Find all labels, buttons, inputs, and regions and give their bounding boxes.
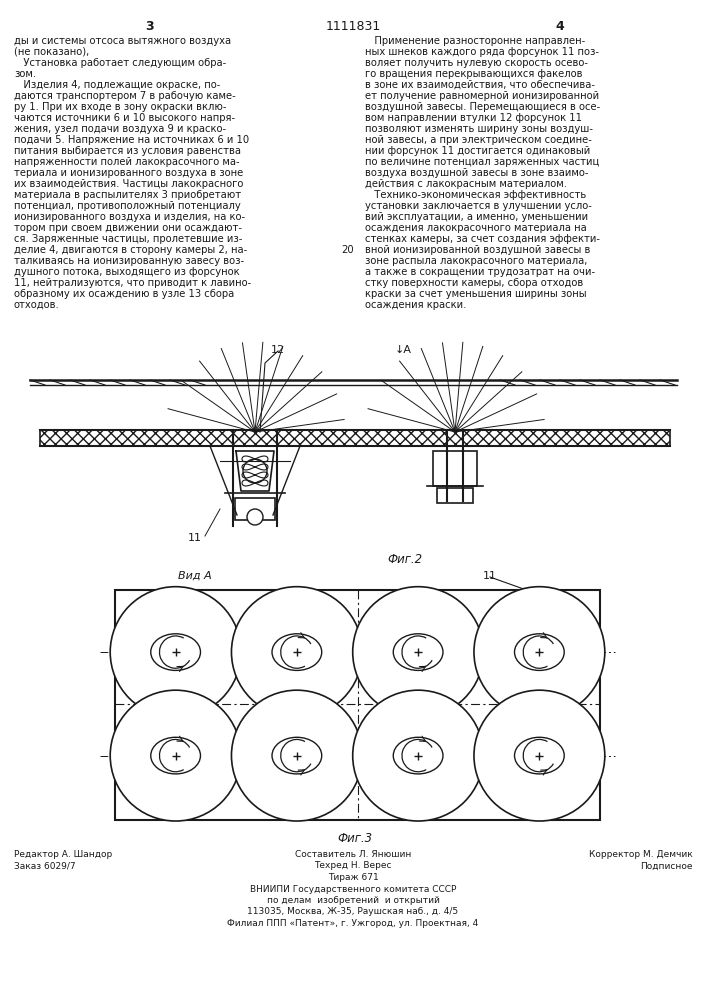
- Text: Заказ 6029/7: Заказ 6029/7: [14, 861, 76, 870]
- Bar: [235, 498, 275, 520]
- Text: даются транспортером 7 в рабочую каме-: даются транспортером 7 в рабочую каме-: [14, 91, 235, 101]
- Text: потенциал, противоположный потенциалу: потенциал, противоположный потенциалу: [14, 201, 241, 211]
- Text: жения, узел подачи воздуха 9 и краско-: жения, узел подачи воздуха 9 и краско-: [14, 124, 226, 134]
- Text: осаждения лакокрасочного материала на: осаждения лакокрасочного материала на: [365, 223, 587, 233]
- Text: образному их осаждению в узле 13 сбора: образному их осаждению в узле 13 сбора: [14, 289, 234, 299]
- Text: ↓A: ↓A: [395, 345, 412, 355]
- Text: вной ионизированной воздушной завесы в: вной ионизированной воздушной завесы в: [365, 245, 590, 255]
- Text: Техред Н. Верес: Техред Н. Верес: [314, 861, 392, 870]
- Text: 11: 11: [188, 533, 202, 543]
- Text: Подписное: Подписное: [641, 861, 693, 870]
- Text: воляет получить нулевую скорость осево-: воляет получить нулевую скорость осево-: [365, 58, 588, 68]
- Circle shape: [353, 587, 484, 718]
- Text: ной завесы, а при электрическом соедине-: ной завесы, а при электрическом соедине-: [365, 135, 592, 145]
- Text: 11, нейтрализуются, что приводит к лавино-: 11, нейтрализуются, что приводит к лавин…: [14, 278, 251, 288]
- Circle shape: [247, 509, 263, 525]
- Text: Фиг.3: Фиг.3: [337, 832, 373, 845]
- Text: краски за счет уменьшения ширины зоны: краски за счет уменьшения ширины зоны: [365, 289, 587, 299]
- Ellipse shape: [393, 737, 443, 774]
- Text: Тираж 671: Тираж 671: [327, 873, 378, 882]
- Text: териала и ионизированного воздуха в зоне: териала и ионизированного воздуха в зоне: [14, 168, 243, 178]
- Ellipse shape: [151, 634, 201, 670]
- Text: Корректор М. Демчик: Корректор М. Демчик: [589, 850, 693, 859]
- Text: осаждения краски.: осаждения краски.: [365, 300, 467, 310]
- Text: стенках камеры, за счет создания эффекти-: стенках камеры, за счет создания эффекти…: [365, 234, 600, 244]
- Text: отходов.: отходов.: [14, 300, 60, 310]
- Circle shape: [231, 690, 362, 821]
- Text: го вращения перекрывающихся факелов: го вращения перекрывающихся факелов: [365, 69, 583, 79]
- Bar: [115, 590, 600, 820]
- Circle shape: [110, 587, 241, 718]
- Text: действия с лакокрасным материалом.: действия с лакокрасным материалом.: [365, 179, 567, 189]
- Text: стку поверхности камеры, сбора отходов: стку поверхности камеры, сбора отходов: [365, 278, 583, 288]
- Text: Применение разносторонне направлен-: Применение разносторонне направлен-: [365, 36, 585, 46]
- Circle shape: [474, 587, 604, 718]
- Text: воздуха воздушной завесы в зоне взаимо-: воздуха воздушной завесы в зоне взаимо-: [365, 168, 588, 178]
- Text: их взаимодействия. Частицы лакокрасного: их взаимодействия. Частицы лакокрасного: [14, 179, 243, 189]
- Text: 4: 4: [556, 20, 564, 33]
- Text: ру 1. При их входе в зону окраски вклю-: ру 1. При их входе в зону окраски вклю-: [14, 102, 226, 112]
- Bar: [40, 430, 670, 446]
- Text: Редактор А. Шандор: Редактор А. Шандор: [14, 850, 112, 859]
- Text: Фиг.2: Фиг.2: [387, 553, 423, 566]
- Text: Филиал ППП «Патент», г. Ужгород, ул. Проектная, 4: Филиал ППП «Патент», г. Ужгород, ул. Про…: [228, 919, 479, 928]
- Bar: [437, 488, 473, 503]
- Text: установки заключается в улучшении усло-: установки заключается в улучшении усло-: [365, 201, 592, 211]
- Text: по величине потенциал заряженных частиц: по величине потенциал заряженных частиц: [365, 157, 600, 167]
- Text: питания выбирается из условия равенства: питания выбирается из условия равенства: [14, 146, 241, 156]
- Text: Изделия 4, подлежащие окраске, по-: Изделия 4, подлежащие окраске, по-: [14, 80, 221, 90]
- Text: душного потока, выходящего из форсунок: душного потока, выходящего из форсунок: [14, 267, 240, 277]
- Text: подачи 5. Напряжение на источниках 6 и 10: подачи 5. Напряжение на источниках 6 и 1…: [14, 135, 249, 145]
- Text: Составитель Л. Янюшин: Составитель Л. Янюшин: [295, 850, 411, 859]
- Text: 113035, Москва, Ж-35, Раушская наб., д. 4/5: 113035, Москва, Ж-35, Раушская наб., д. …: [247, 908, 459, 916]
- Text: вом направлении втулки 12 форсунок 11: вом направлении втулки 12 форсунок 11: [365, 113, 582, 123]
- Circle shape: [243, 459, 267, 483]
- Text: зом.: зом.: [14, 69, 36, 79]
- Ellipse shape: [515, 634, 564, 670]
- Text: напряженности полей лакокрасочного ма-: напряженности полей лакокрасочного ма-: [14, 157, 240, 167]
- Text: 12: 12: [271, 345, 285, 355]
- Text: (не показано),: (не показано),: [14, 47, 89, 57]
- Text: Установка работает следующим обра-: Установка работает следующим обра-: [14, 58, 226, 68]
- Ellipse shape: [272, 634, 322, 670]
- Text: 1111831: 1111831: [325, 20, 380, 33]
- Circle shape: [474, 690, 604, 821]
- Text: воздушной завесы. Перемещающиеся в осе-: воздушной завесы. Перемещающиеся в осе-: [365, 102, 600, 112]
- Text: Технико-экономическая эффективность: Технико-экономическая эффективность: [365, 190, 586, 200]
- Text: позволяют изменять ширину зоны воздуш-: позволяют изменять ширину зоны воздуш-: [365, 124, 593, 134]
- Text: 11: 11: [483, 571, 497, 581]
- Text: материала в распылителях 3 приобретают: материала в распылителях 3 приобретают: [14, 190, 241, 200]
- Ellipse shape: [393, 634, 443, 670]
- Text: ВНИИПИ Государственного комитета СССР: ВНИИПИ Государственного комитета СССР: [250, 884, 456, 894]
- Text: нии форсунок 11 достигается одинаковый: нии форсунок 11 достигается одинаковый: [365, 146, 590, 156]
- Text: ся. Заряженные частицы, пролетевшие из-: ся. Заряженные частицы, пролетевшие из-: [14, 234, 243, 244]
- Ellipse shape: [515, 737, 564, 774]
- Text: а также в сокращении трудозатрат на очи-: а также в сокращении трудозатрат на очи-: [365, 267, 595, 277]
- Circle shape: [110, 690, 241, 821]
- Text: по делам  изобретений  и открытий: по делам изобретений и открытий: [267, 896, 440, 905]
- Text: ет получение равномерной ионизированной: ет получение равномерной ионизированной: [365, 91, 599, 101]
- Text: Вид А: Вид А: [178, 571, 212, 581]
- Bar: [433, 451, 477, 486]
- Text: 20: 20: [341, 245, 354, 255]
- Text: талкиваясь на ионизированную завесу воз-: талкиваясь на ионизированную завесу воз-: [14, 256, 244, 266]
- Text: в зоне их взаимодействия, что обеспечива-: в зоне их взаимодействия, что обеспечива…: [365, 80, 595, 90]
- Text: ионизированного воздуха и изделия, на ко-: ионизированного воздуха и изделия, на ко…: [14, 212, 245, 222]
- Text: ды и системы отсоса вытяжного воздуха: ды и системы отсоса вытяжного воздуха: [14, 36, 231, 46]
- Text: вий эксплуатации, а именно, уменьшении: вий эксплуатации, а именно, уменьшении: [365, 212, 588, 222]
- Ellipse shape: [151, 737, 201, 774]
- Circle shape: [231, 587, 362, 718]
- Text: чаются источники 6 и 10 высокого напря-: чаются источники 6 и 10 высокого напря-: [14, 113, 235, 123]
- Text: ных шнеков каждого ряда форсунок 11 поз-: ных шнеков каждого ряда форсунок 11 поз-: [365, 47, 599, 57]
- Ellipse shape: [272, 737, 322, 774]
- Circle shape: [353, 690, 484, 821]
- Text: делие 4, двигаются в сторону камеры 2, на-: делие 4, двигаются в сторону камеры 2, н…: [14, 245, 247, 255]
- Text: тором при своем движении они осаждают-: тором при своем движении они осаждают-: [14, 223, 242, 233]
- Text: зоне распыла лакокрасочного материала,: зоне распыла лакокрасочного материала,: [365, 256, 588, 266]
- Text: 3: 3: [146, 20, 154, 33]
